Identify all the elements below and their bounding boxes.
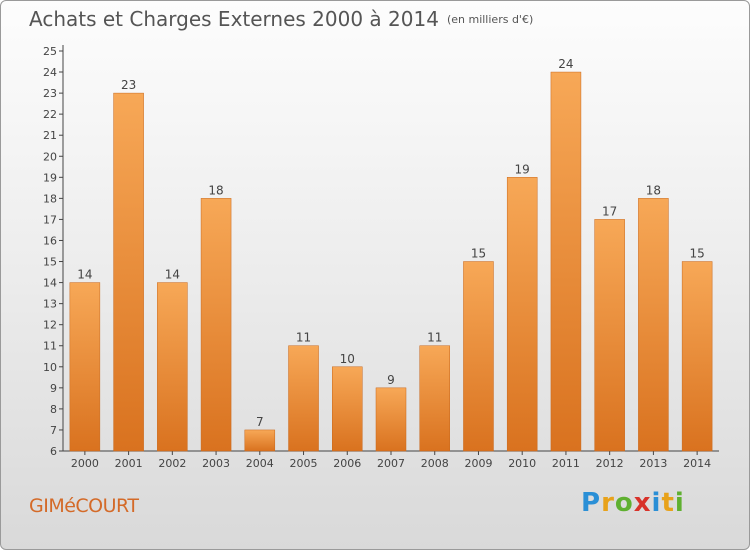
chart-axes: 6 7 8 9 10 11 12 13 14 15 16 17 18 19 20 21 22 23 24 25 2000…	[43, 45, 719, 470]
data-label: 15	[471, 247, 486, 261]
data-label: 19	[515, 162, 530, 176]
y-tick-label: 12	[43, 319, 57, 332]
data-label: 18	[208, 183, 223, 197]
bar	[419, 345, 450, 452]
x-tick-label: 2001	[115, 457, 143, 470]
y-tick-label: 14	[43, 277, 57, 290]
x-tick-label: 2009	[464, 457, 492, 470]
y-tick-label: 13	[43, 298, 57, 311]
x-tick-label: 2014	[683, 457, 711, 470]
bar	[113, 92, 144, 452]
y-tick-label: 21	[43, 129, 57, 142]
y-tick-label: 18	[43, 192, 57, 205]
bar	[157, 282, 188, 452]
x-tick-label: 2000	[71, 457, 99, 470]
y-tick-label: 23	[43, 87, 57, 100]
y-tick-label: 6	[50, 445, 57, 458]
chart-bars: 14 23 14 18 7 11 10 9 11 15 19 24 17 18 15	[69, 57, 713, 452]
x-tick-label: 2004	[246, 457, 274, 470]
data-label: 11	[296, 331, 311, 345]
logo-letter: P	[581, 488, 602, 518]
bar	[288, 345, 319, 452]
x-tick-label: 2008	[421, 457, 449, 470]
data-label: 17	[602, 204, 617, 218]
y-tick-label: 7	[50, 424, 57, 437]
bar	[594, 219, 625, 452]
title-unit: (en milliers d'€)	[446, 13, 534, 26]
logo-letter: x	[633, 488, 652, 518]
data-label: 10	[340, 352, 355, 366]
commune-name: GIMéCOURT	[29, 495, 139, 517]
data-label: 14	[77, 268, 92, 282]
y-tick-label: 16	[43, 234, 57, 247]
x-tick-label: 2006	[333, 457, 361, 470]
bar	[332, 366, 363, 452]
y-tick-label: 25	[43, 45, 57, 58]
data-label: 24	[558, 57, 573, 71]
bar	[681, 261, 713, 452]
y-tick-label: 19	[43, 171, 57, 184]
title-text: Achats et Charges Externes 2000 à 2014	[29, 7, 439, 31]
bar	[244, 429, 276, 452]
x-tick-label: 2013	[639, 457, 667, 470]
x-tick-label: 2002	[158, 457, 186, 470]
y-tick-label: 20	[43, 150, 57, 163]
y-tick-label: 9	[50, 382, 57, 395]
x-tick-label: 2005	[290, 457, 318, 470]
data-label: 18	[646, 183, 661, 197]
proxiti-logo: Proxiti	[581, 488, 685, 518]
x-tick-label: 2012	[596, 457, 624, 470]
x-tick-label: 2011	[552, 457, 580, 470]
logo-letter: i	[651, 488, 662, 518]
y-tick-label: 22	[43, 108, 57, 121]
chart-title: Achats et Charges Externes 2000 à 2014 (e…	[29, 7, 533, 31]
data-label: 9	[387, 373, 395, 387]
data-label: 11	[427, 331, 442, 345]
x-tick-label: 2003	[202, 457, 230, 470]
bar	[506, 177, 538, 452]
y-tick-label: 10	[43, 361, 57, 374]
bar	[638, 198, 669, 452]
x-tick-label: 2010	[508, 457, 536, 470]
bar	[375, 387, 407, 452]
data-label: 14	[165, 268, 180, 282]
logo-letter: i	[674, 488, 685, 518]
logo-letter: t	[661, 488, 675, 518]
x-tick-label: 2007	[377, 457, 405, 470]
logo-letter: r	[601, 488, 615, 518]
bar	[69, 282, 101, 452]
logo-letter: o	[614, 488, 634, 518]
bar	[463, 261, 494, 452]
data-label: 15	[689, 247, 704, 261]
bar	[200, 198, 232, 452]
bar	[550, 71, 582, 452]
data-label: 7	[256, 415, 264, 429]
y-tick-label: 11	[43, 340, 57, 353]
y-tick-label: 8	[50, 403, 57, 416]
y-tick-label: 24	[43, 66, 57, 79]
y-tick-label: 17	[43, 213, 57, 226]
y-tick-label: 15	[43, 256, 57, 269]
data-label: 23	[121, 78, 136, 92]
